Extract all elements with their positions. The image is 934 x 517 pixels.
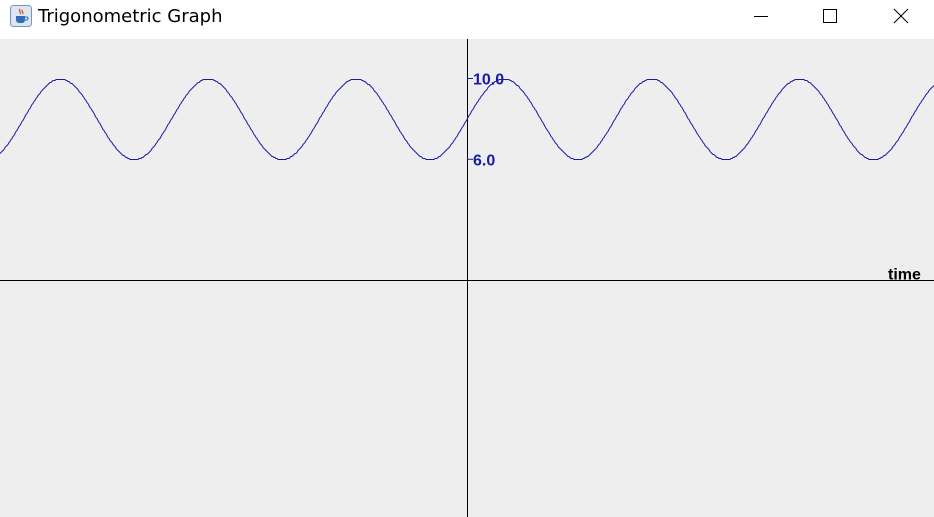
- sine-curve: [0, 79, 934, 160]
- trig-graph: 10.0 6.0 time: [0, 39, 934, 517]
- java-cup-icon[interactable]: [10, 5, 32, 27]
- y-tick-label: 6.0: [473, 152, 495, 169]
- x-axis-label: time: [888, 267, 921, 284]
- window-title: Trigonometric Graph: [38, 6, 223, 27]
- close-icon: [893, 8, 909, 24]
- minimize-icon: [754, 16, 768, 17]
- title-bar[interactable]: Trigonometric Graph: [0, 0, 934, 39]
- maximize-button[interactable]: [807, 0, 853, 33]
- maximize-icon: [823, 9, 837, 23]
- y-tick-label: 10.0: [473, 72, 504, 89]
- graph-canvas: 10.0 6.0 time: [0, 39, 934, 517]
- minimize-button[interactable]: [738, 0, 784, 33]
- close-button[interactable]: [878, 0, 924, 33]
